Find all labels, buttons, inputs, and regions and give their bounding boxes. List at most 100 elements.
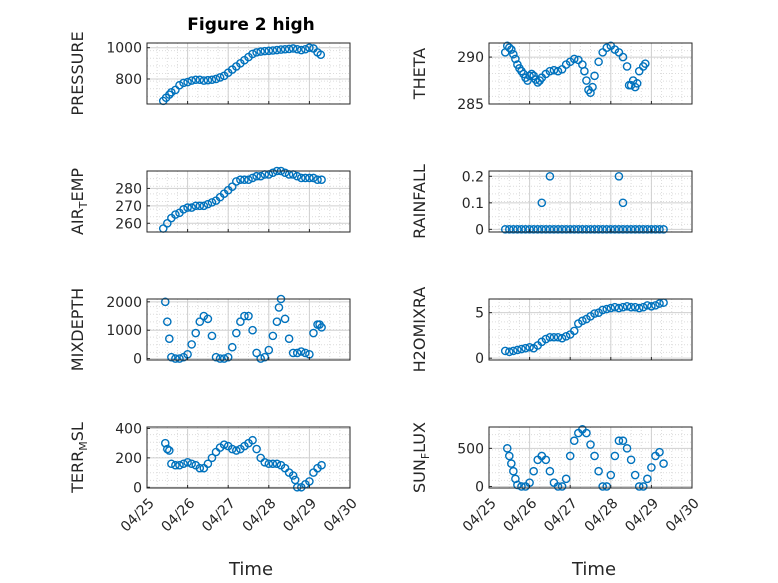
data-point bbox=[296, 45, 306, 55]
data-point bbox=[296, 347, 306, 356]
data-point bbox=[586, 88, 595, 98]
y-tick-label: 0 bbox=[475, 351, 484, 367]
data-point bbox=[509, 346, 518, 356]
x-tick-label: 04/29 bbox=[622, 495, 662, 535]
x-tick-label: 04/26 bbox=[500, 495, 540, 535]
data-point bbox=[574, 225, 583, 234]
data-point bbox=[301, 173, 310, 183]
data-point bbox=[594, 57, 603, 67]
y-tick-label: 0.1 bbox=[462, 196, 484, 212]
data-point bbox=[582, 225, 591, 234]
data-point bbox=[162, 218, 172, 228]
data-point bbox=[504, 225, 514, 234]
data-point bbox=[236, 317, 245, 326]
data-point bbox=[507, 459, 516, 468]
data-point bbox=[296, 173, 306, 183]
data-point bbox=[264, 345, 274, 355]
data-point bbox=[272, 45, 282, 55]
data-point bbox=[602, 43, 612, 52]
data-point bbox=[309, 173, 318, 183]
data-point bbox=[606, 470, 616, 480]
data-point bbox=[517, 482, 526, 491]
data-point bbox=[590, 225, 599, 234]
data-point bbox=[171, 210, 180, 219]
data-point bbox=[175, 354, 184, 363]
data-point bbox=[513, 345, 522, 355]
data-point bbox=[500, 346, 510, 356]
data-point bbox=[179, 78, 188, 88]
x-tick-label: 04/29 bbox=[280, 495, 320, 535]
data-point bbox=[316, 50, 326, 60]
data-point bbox=[179, 459, 188, 469]
y-tick-label: 0 bbox=[475, 222, 484, 238]
data-point bbox=[183, 77, 192, 87]
data-point bbox=[268, 46, 278, 55]
data-point bbox=[517, 344, 526, 354]
data-point bbox=[160, 297, 170, 307]
data-point bbox=[171, 354, 180, 363]
y-tick-label: 800 bbox=[115, 72, 142, 88]
y-tick-label: 285 bbox=[457, 97, 484, 113]
data-point bbox=[248, 173, 257, 183]
data-point bbox=[606, 225, 616, 234]
data-point bbox=[248, 435, 257, 445]
data-point bbox=[622, 62, 632, 71]
data-point bbox=[232, 177, 241, 186]
data-point bbox=[203, 459, 213, 469]
data-point bbox=[561, 332, 571, 341]
subplot-rainfall: 0 0.1 0.2 RAINFALL bbox=[410, 164, 693, 239]
data-point bbox=[191, 328, 201, 338]
data-point bbox=[504, 451, 514, 461]
data-point bbox=[643, 301, 652, 310]
data-point bbox=[268, 331, 278, 341]
data-point bbox=[260, 457, 270, 467]
data-point bbox=[292, 348, 302, 358]
data-point bbox=[647, 301, 656, 311]
data-point bbox=[586, 440, 595, 449]
data-point bbox=[191, 201, 201, 211]
data-point bbox=[248, 325, 257, 335]
data-point bbox=[317, 175, 326, 185]
data-point bbox=[545, 225, 555, 234]
data-point bbox=[162, 444, 172, 454]
data-point bbox=[618, 436, 628, 446]
data-point bbox=[207, 331, 217, 341]
data-point bbox=[569, 54, 579, 64]
data-point bbox=[517, 225, 526, 234]
data-point bbox=[260, 46, 270, 56]
data-point bbox=[211, 352, 221, 362]
data-point bbox=[507, 45, 516, 54]
y-tick-label: 500 bbox=[457, 441, 484, 457]
data-point bbox=[264, 459, 274, 469]
data-point bbox=[626, 225, 636, 234]
data-point bbox=[301, 44, 310, 54]
data-point bbox=[215, 73, 225, 82]
data-point bbox=[541, 225, 551, 234]
data-point bbox=[203, 75, 213, 85]
subplot-mixdepth: 0 1000 2000 MIXDEPTH bbox=[68, 288, 351, 371]
data-point bbox=[561, 474, 571, 484]
data-point bbox=[252, 48, 261, 57]
y-axis-label: MIXDEPTH bbox=[68, 288, 87, 371]
x-tick-label: 04/30 bbox=[663, 495, 703, 535]
data-point bbox=[521, 343, 530, 353]
y-tick-label: 260 bbox=[115, 216, 142, 232]
x-tick-label: 04/30 bbox=[321, 495, 361, 535]
data-point bbox=[288, 471, 298, 480]
data-point bbox=[525, 342, 534, 352]
axes-box bbox=[488, 170, 693, 233]
data-point bbox=[309, 328, 318, 338]
y-axis-label: PRESSURE bbox=[68, 31, 87, 115]
data-point bbox=[582, 76, 591, 85]
data-point bbox=[288, 44, 298, 53]
data-point bbox=[162, 317, 172, 326]
data-point bbox=[195, 463, 205, 473]
data-point bbox=[630, 470, 640, 480]
data-point bbox=[292, 44, 302, 54]
y-tick-label: 0 bbox=[475, 479, 484, 495]
data-point bbox=[232, 328, 241, 338]
y-axis-label: TERRMSL bbox=[68, 422, 90, 494]
data-point bbox=[167, 352, 176, 362]
data-point bbox=[647, 225, 656, 234]
x-tick-label: 04/28 bbox=[240, 495, 280, 535]
